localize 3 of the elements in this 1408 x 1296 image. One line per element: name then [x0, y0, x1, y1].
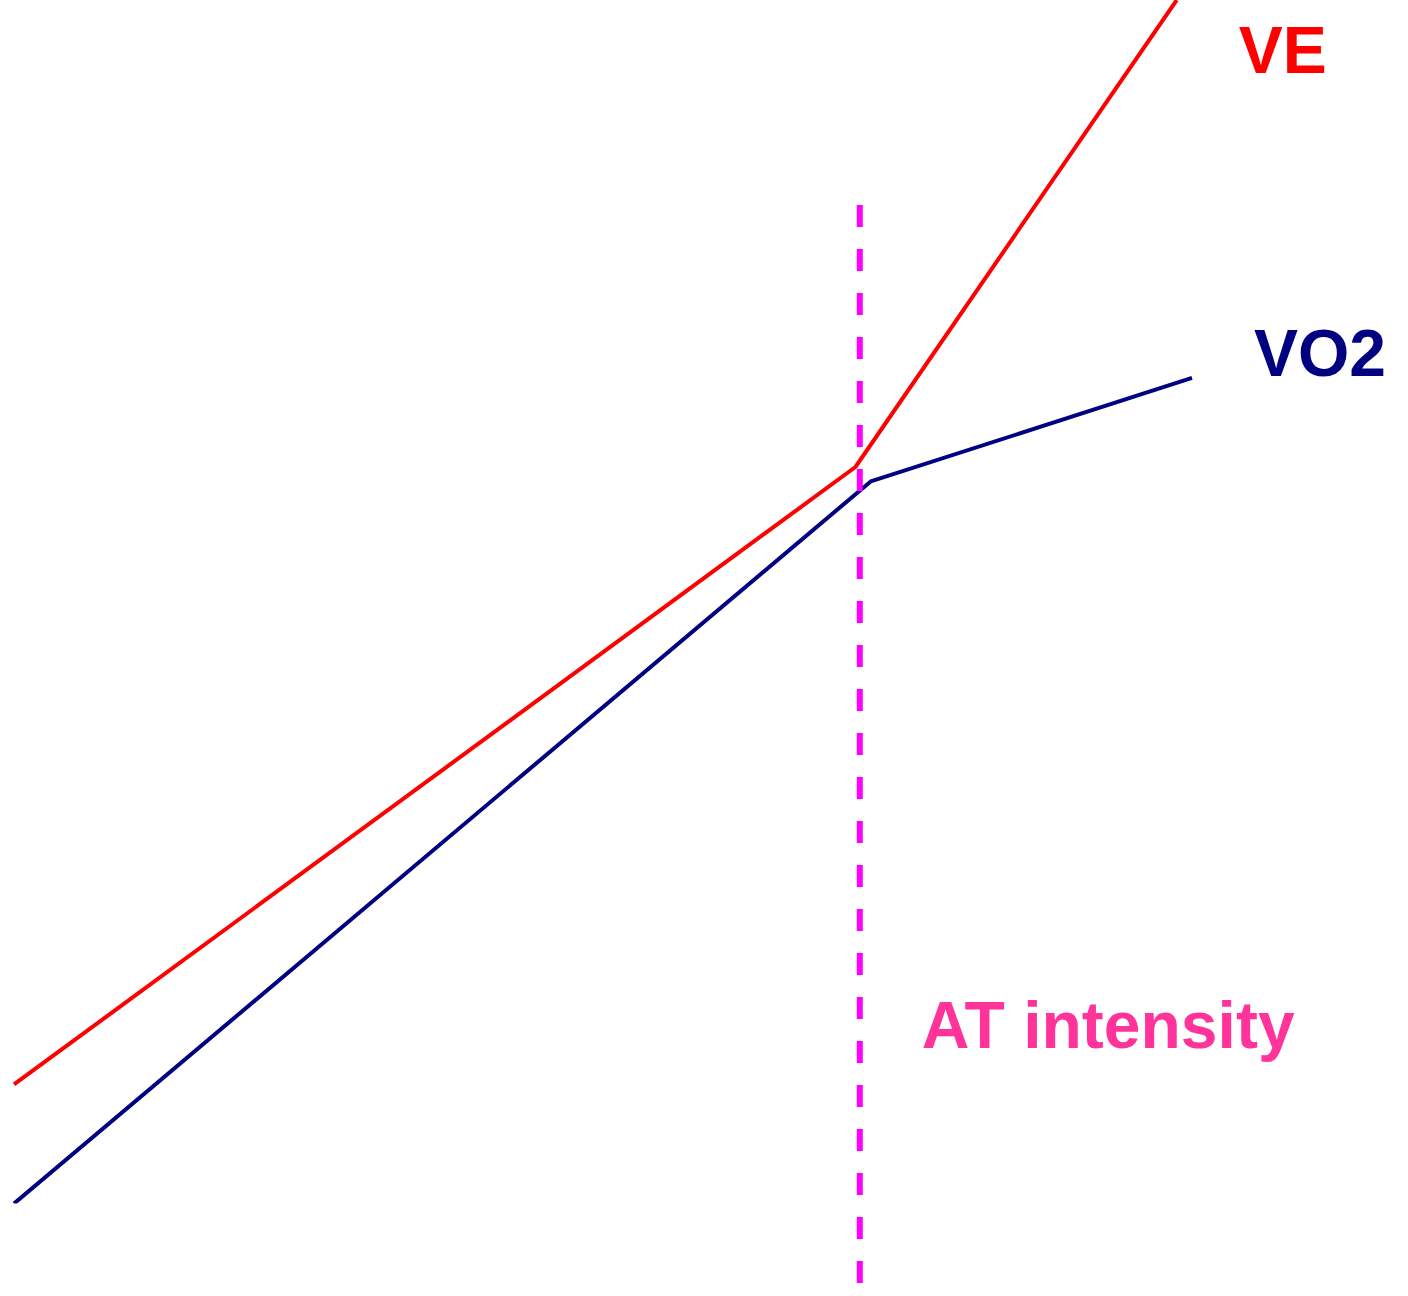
- annotation: AT intensity: [921, 988, 1295, 1063]
- series-label: VO2: [1254, 316, 1387, 391]
- series-label: VE: [1238, 13, 1327, 88]
